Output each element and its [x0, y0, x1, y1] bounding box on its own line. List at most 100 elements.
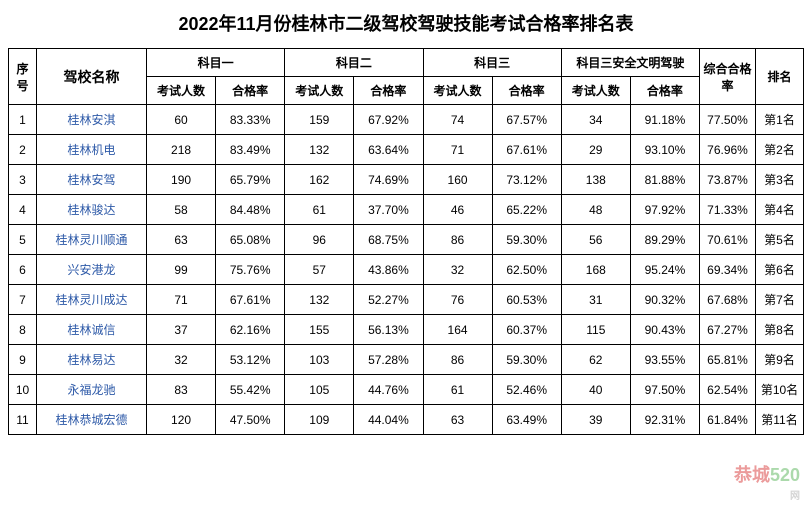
header-subject3safe: 科目三安全文明驾驶: [561, 49, 699, 77]
cell-s4-count: 48: [561, 195, 630, 225]
cell-rank: 第10名: [756, 375, 804, 405]
cell-seq: 8: [9, 315, 37, 345]
cell-s1-rate: 83.33%: [216, 105, 285, 135]
cell-s3-count: 32: [423, 255, 492, 285]
cell-s3-rate: 65.22%: [492, 195, 561, 225]
cell-s1-rate: 65.79%: [216, 165, 285, 195]
cell-school-name: 桂林诚信: [37, 315, 147, 345]
cell-seq: 1: [9, 105, 37, 135]
cell-s3-count: 63: [423, 405, 492, 435]
cell-s1-rate: 55.42%: [216, 375, 285, 405]
header-s4-count: 考试人数: [561, 77, 630, 105]
cell-s1-rate: 47.50%: [216, 405, 285, 435]
cell-rank: 第7名: [756, 285, 804, 315]
cell-s2-rate: 57.28%: [354, 345, 423, 375]
cell-school-name: 兴安港龙: [37, 255, 147, 285]
cell-s3-rate: 67.61%: [492, 135, 561, 165]
cell-s4-rate: 89.29%: [630, 225, 699, 255]
cell-seq: 2: [9, 135, 37, 165]
header-seq: 序号: [9, 49, 37, 105]
cell-rank: 第4名: [756, 195, 804, 225]
table-row: 6兴安港龙9975.76%5743.86%3262.50%16895.24%69…: [9, 255, 804, 285]
cell-s1-rate: 84.48%: [216, 195, 285, 225]
cell-s1-rate: 75.76%: [216, 255, 285, 285]
cell-s1-count: 58: [147, 195, 216, 225]
header-s1-rate: 合格率: [216, 77, 285, 105]
header-overall: 综合合格率: [700, 49, 756, 105]
cell-s2-count: 103: [285, 345, 354, 375]
cell-overall: 76.96%: [700, 135, 756, 165]
cell-s4-count: 56: [561, 225, 630, 255]
cell-school-name: 桂林安淇: [37, 105, 147, 135]
cell-s2-rate: 63.64%: [354, 135, 423, 165]
cell-overall: 70.61%: [700, 225, 756, 255]
cell-s4-count: 168: [561, 255, 630, 285]
cell-s2-count: 162: [285, 165, 354, 195]
cell-s4-rate: 93.55%: [630, 345, 699, 375]
cell-seq: 9: [9, 345, 37, 375]
cell-s2-count: 96: [285, 225, 354, 255]
cell-rank: 第6名: [756, 255, 804, 285]
ranking-table: 序号 驾校名称 科目一 科目二 科目三 科目三安全文明驾驶 综合合格率 排名 考…: [8, 48, 804, 435]
table-row: 9桂林易达3253.12%10357.28%8659.30%6293.55%65…: [9, 345, 804, 375]
cell-seq: 5: [9, 225, 37, 255]
header-row-1: 序号 驾校名称 科目一 科目二 科目三 科目三安全文明驾驶 综合合格率 排名: [9, 49, 804, 77]
table-container: 2022年11月份桂林市二级驾校驾驶技能考试合格率排名表 序号 驾校名称 科目一…: [0, 0, 812, 445]
cell-overall: 67.68%: [700, 285, 756, 315]
cell-s3-rate: 59.30%: [492, 225, 561, 255]
cell-s2-rate: 37.70%: [354, 195, 423, 225]
cell-s1-rate: 83.49%: [216, 135, 285, 165]
cell-rank: 第8名: [756, 315, 804, 345]
cell-overall: 73.87%: [700, 165, 756, 195]
table-row: 5桂林灵川顺通6365.08%9668.75%8659.30%5689.29%7…: [9, 225, 804, 255]
cell-s4-count: 31: [561, 285, 630, 315]
cell-s1-rate: 62.16%: [216, 315, 285, 345]
table-row: 11桂林恭城宏德12047.50%10944.04%6363.49%3992.3…: [9, 405, 804, 435]
cell-seq: 11: [9, 405, 37, 435]
cell-s2-rate: 43.86%: [354, 255, 423, 285]
cell-s3-rate: 60.37%: [492, 315, 561, 345]
cell-school-name: 桂林骏达: [37, 195, 147, 225]
cell-overall: 65.81%: [700, 345, 756, 375]
header-subject1: 科目一: [147, 49, 285, 77]
cell-s2-rate: 68.75%: [354, 225, 423, 255]
cell-s2-count: 159: [285, 105, 354, 135]
cell-s1-count: 32: [147, 345, 216, 375]
cell-s4-count: 29: [561, 135, 630, 165]
cell-school-name: 桂林易达: [37, 345, 147, 375]
header-s3-rate: 合格率: [492, 77, 561, 105]
cell-s4-count: 115: [561, 315, 630, 345]
table-row: 10永福龙驰8355.42%10544.76%6152.46%4097.50%6…: [9, 375, 804, 405]
header-rank: 排名: [756, 49, 804, 105]
cell-rank: 第2名: [756, 135, 804, 165]
cell-s1-count: 63: [147, 225, 216, 255]
cell-s4-rate: 95.24%: [630, 255, 699, 285]
cell-rank: 第5名: [756, 225, 804, 255]
cell-s2-rate: 44.76%: [354, 375, 423, 405]
cell-s3-rate: 63.49%: [492, 405, 561, 435]
header-s1-count: 考试人数: [147, 77, 216, 105]
watermark-part2: 520: [770, 465, 800, 485]
cell-overall: 77.50%: [700, 105, 756, 135]
cell-s1-count: 218: [147, 135, 216, 165]
cell-school-name: 桂林灵川顺通: [37, 225, 147, 255]
cell-overall: 69.34%: [700, 255, 756, 285]
page-title: 2022年11月份桂林市二级驾校驾驶技能考试合格率排名表: [8, 10, 804, 36]
cell-s4-count: 34: [561, 105, 630, 135]
cell-overall: 71.33%: [700, 195, 756, 225]
cell-s4-count: 40: [561, 375, 630, 405]
cell-seq: 4: [9, 195, 37, 225]
cell-s1-count: 71: [147, 285, 216, 315]
watermark: 恭城520 网: [734, 461, 800, 502]
cell-s1-rate: 65.08%: [216, 225, 285, 255]
header-subject3: 科目三: [423, 49, 561, 77]
cell-s1-count: 60: [147, 105, 216, 135]
cell-s4-count: 138: [561, 165, 630, 195]
cell-s4-rate: 90.32%: [630, 285, 699, 315]
cell-s3-rate: 67.57%: [492, 105, 561, 135]
cell-s2-count: 132: [285, 135, 354, 165]
cell-s2-count: 109: [285, 405, 354, 435]
cell-school-name: 桂林安驾: [37, 165, 147, 195]
cell-s4-rate: 93.10%: [630, 135, 699, 165]
cell-s4-count: 39: [561, 405, 630, 435]
